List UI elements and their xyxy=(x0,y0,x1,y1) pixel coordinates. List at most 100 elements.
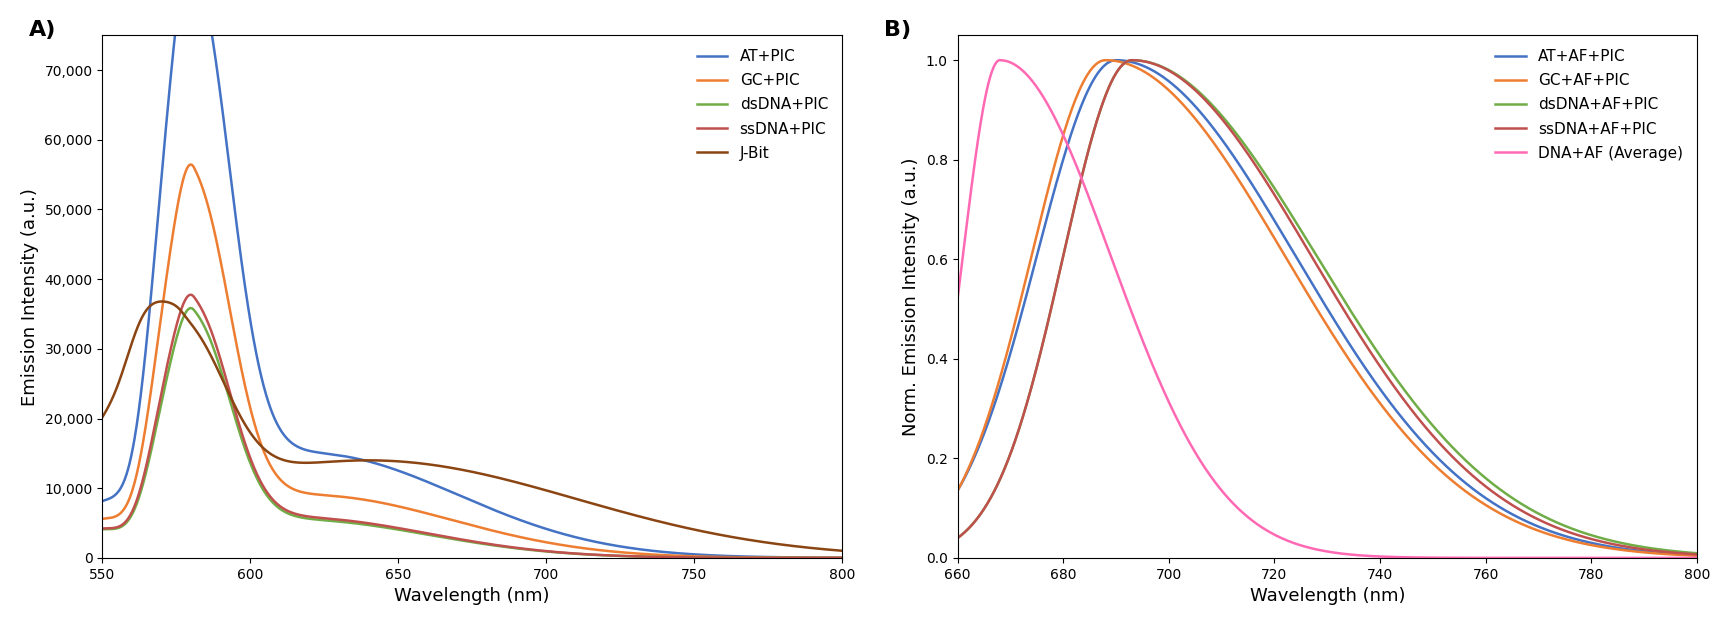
ssDNA+AF+PIC xyxy=(1287,230,1308,237)
GC+AF+PIC xyxy=(946,487,967,495)
Line: dsDNA+PIC: dsDNA+PIC xyxy=(102,308,841,558)
ssDNA+PIC xyxy=(408,528,429,535)
J-Bit xyxy=(220,394,240,401)
ssDNA+PIC xyxy=(92,525,112,532)
GC+PIC xyxy=(92,515,112,523)
AT+PIC xyxy=(408,475,429,482)
ssDNA+PIC xyxy=(375,522,396,530)
ssDNA+AF+PIC xyxy=(984,485,1005,493)
GC+AF+PIC xyxy=(984,390,1005,398)
dsDNA+PIC xyxy=(92,525,112,533)
GC+PIC xyxy=(220,311,240,319)
ssDNA+AF+PIC xyxy=(1664,549,1685,557)
AT+AF+PIC xyxy=(984,398,1005,406)
GC+AF+PIC xyxy=(1095,56,1116,64)
Line: ssDNA+AF+PIC: ssDNA+AF+PIC xyxy=(957,60,1695,555)
GC+AF+PIC xyxy=(1685,552,1706,560)
X-axis label: Wavelength (nm): Wavelength (nm) xyxy=(1249,587,1405,605)
Text: A): A) xyxy=(28,19,55,39)
DNA+AF (Average) xyxy=(984,60,1005,68)
GC+PIC xyxy=(408,508,429,515)
ssDNA+PIC xyxy=(737,554,758,562)
Line: GC+AF+PIC: GC+AF+PIC xyxy=(957,60,1695,556)
AT+AF+PIC xyxy=(1664,550,1685,558)
dsDNA+AF+PIC xyxy=(1685,550,1706,557)
ssDNA+PIC xyxy=(180,291,201,299)
AT+PIC xyxy=(375,463,396,470)
GC+PIC xyxy=(830,554,851,562)
dsDNA+PIC xyxy=(817,554,837,562)
DNA+AF (Average) xyxy=(1664,554,1685,562)
AT+AF+PIC xyxy=(1664,550,1685,558)
DNA+AF (Average) xyxy=(1664,554,1685,562)
ssDNA+AF+PIC xyxy=(946,534,967,541)
GC+PIC xyxy=(176,165,197,173)
AT+PIC xyxy=(817,554,837,562)
Line: AT+AF+PIC: AT+AF+PIC xyxy=(957,60,1695,555)
GC+AF+PIC xyxy=(1287,274,1308,281)
ssDNA+PIC xyxy=(176,294,197,301)
Line: dsDNA+AF+PIC: dsDNA+AF+PIC xyxy=(957,60,1695,553)
X-axis label: Wavelength (nm): Wavelength (nm) xyxy=(394,587,550,605)
GC+PIC xyxy=(375,500,396,508)
dsDNA+AF+PIC xyxy=(984,485,1005,493)
dsDNA+AF+PIC xyxy=(1287,222,1308,229)
dsDNA+PIC xyxy=(180,304,201,312)
AT+AF+PIC xyxy=(1105,56,1126,64)
J-Bit xyxy=(830,547,851,555)
dsDNA+AF+PIC xyxy=(1664,548,1685,555)
AT+AF+PIC xyxy=(946,487,967,495)
dsDNA+PIC xyxy=(176,307,197,315)
AT+PIC xyxy=(220,174,240,182)
ssDNA+PIC xyxy=(830,554,851,562)
Line: DNA+AF (Average): DNA+AF (Average) xyxy=(957,60,1695,558)
AT+AF+PIC xyxy=(1287,256,1308,264)
J-Bit xyxy=(92,413,112,421)
GC+AF+PIC xyxy=(1664,551,1685,558)
ssDNA+AF+PIC xyxy=(1685,551,1706,558)
dsDNA+AF+PIC xyxy=(1664,548,1685,555)
dsDNA+AF+PIC xyxy=(1306,254,1327,261)
ssDNA+AF+PIC xyxy=(1664,549,1685,557)
J-Bit xyxy=(152,298,173,305)
J-Bit xyxy=(176,315,197,322)
GC+AF+PIC xyxy=(1664,551,1685,558)
Line: GC+PIC: GC+PIC xyxy=(102,165,841,558)
J-Bit xyxy=(408,459,429,467)
ssDNA+AF+PIC xyxy=(1529,516,1550,524)
Y-axis label: Emission Intensity (a.u.): Emission Intensity (a.u.) xyxy=(21,188,38,406)
Line: J-Bit: J-Bit xyxy=(102,302,841,551)
Line: ssDNA+PIC: ssDNA+PIC xyxy=(102,295,841,558)
AT+PIC xyxy=(737,553,758,560)
dsDNA+AF+PIC xyxy=(1529,511,1550,518)
Line: AT+PIC: AT+PIC xyxy=(102,0,841,558)
AT+AF+PIC xyxy=(1529,523,1550,531)
ssDNA+PIC xyxy=(817,554,837,562)
dsDNA+PIC xyxy=(737,554,758,562)
DNA+AF (Average) xyxy=(1529,554,1550,562)
dsDNA+PIC xyxy=(408,529,429,536)
GC+PIC xyxy=(180,161,201,168)
Legend: AT+AF+PIC, GC+AF+PIC, dsDNA+AF+PIC, ssDNA+AF+PIC, DNA+AF (Average): AT+AF+PIC, GC+AF+PIC, dsDNA+AF+PIC, ssDN… xyxy=(1488,43,1688,167)
J-Bit xyxy=(817,546,837,553)
DNA+AF (Average) xyxy=(1287,541,1308,548)
GC+AF+PIC xyxy=(1529,528,1550,535)
DNA+AF (Average) xyxy=(990,56,1010,64)
J-Bit xyxy=(375,457,396,464)
dsDNA+AF+PIC xyxy=(1121,56,1142,64)
ssDNA+AF+PIC xyxy=(1306,262,1327,270)
J-Bit xyxy=(737,536,758,543)
GC+AF+PIC xyxy=(1306,306,1327,314)
ssDNA+PIC xyxy=(220,392,240,399)
DNA+AF (Average) xyxy=(1306,546,1327,553)
AT+PIC xyxy=(92,497,112,505)
Text: B): B) xyxy=(882,19,910,39)
DNA+AF (Average) xyxy=(1685,554,1706,562)
ssDNA+AF+PIC xyxy=(1121,56,1142,64)
AT+AF+PIC xyxy=(1306,289,1327,296)
dsDNA+AF+PIC xyxy=(946,534,967,541)
dsDNA+PIC xyxy=(830,554,851,562)
AT+PIC xyxy=(830,554,851,562)
GC+PIC xyxy=(817,554,837,562)
Legend: AT+PIC, GC+PIC, dsDNA+PIC, ssDNA+PIC, J-Bit: AT+PIC, GC+PIC, dsDNA+PIC, ssDNA+PIC, J-… xyxy=(690,43,834,167)
